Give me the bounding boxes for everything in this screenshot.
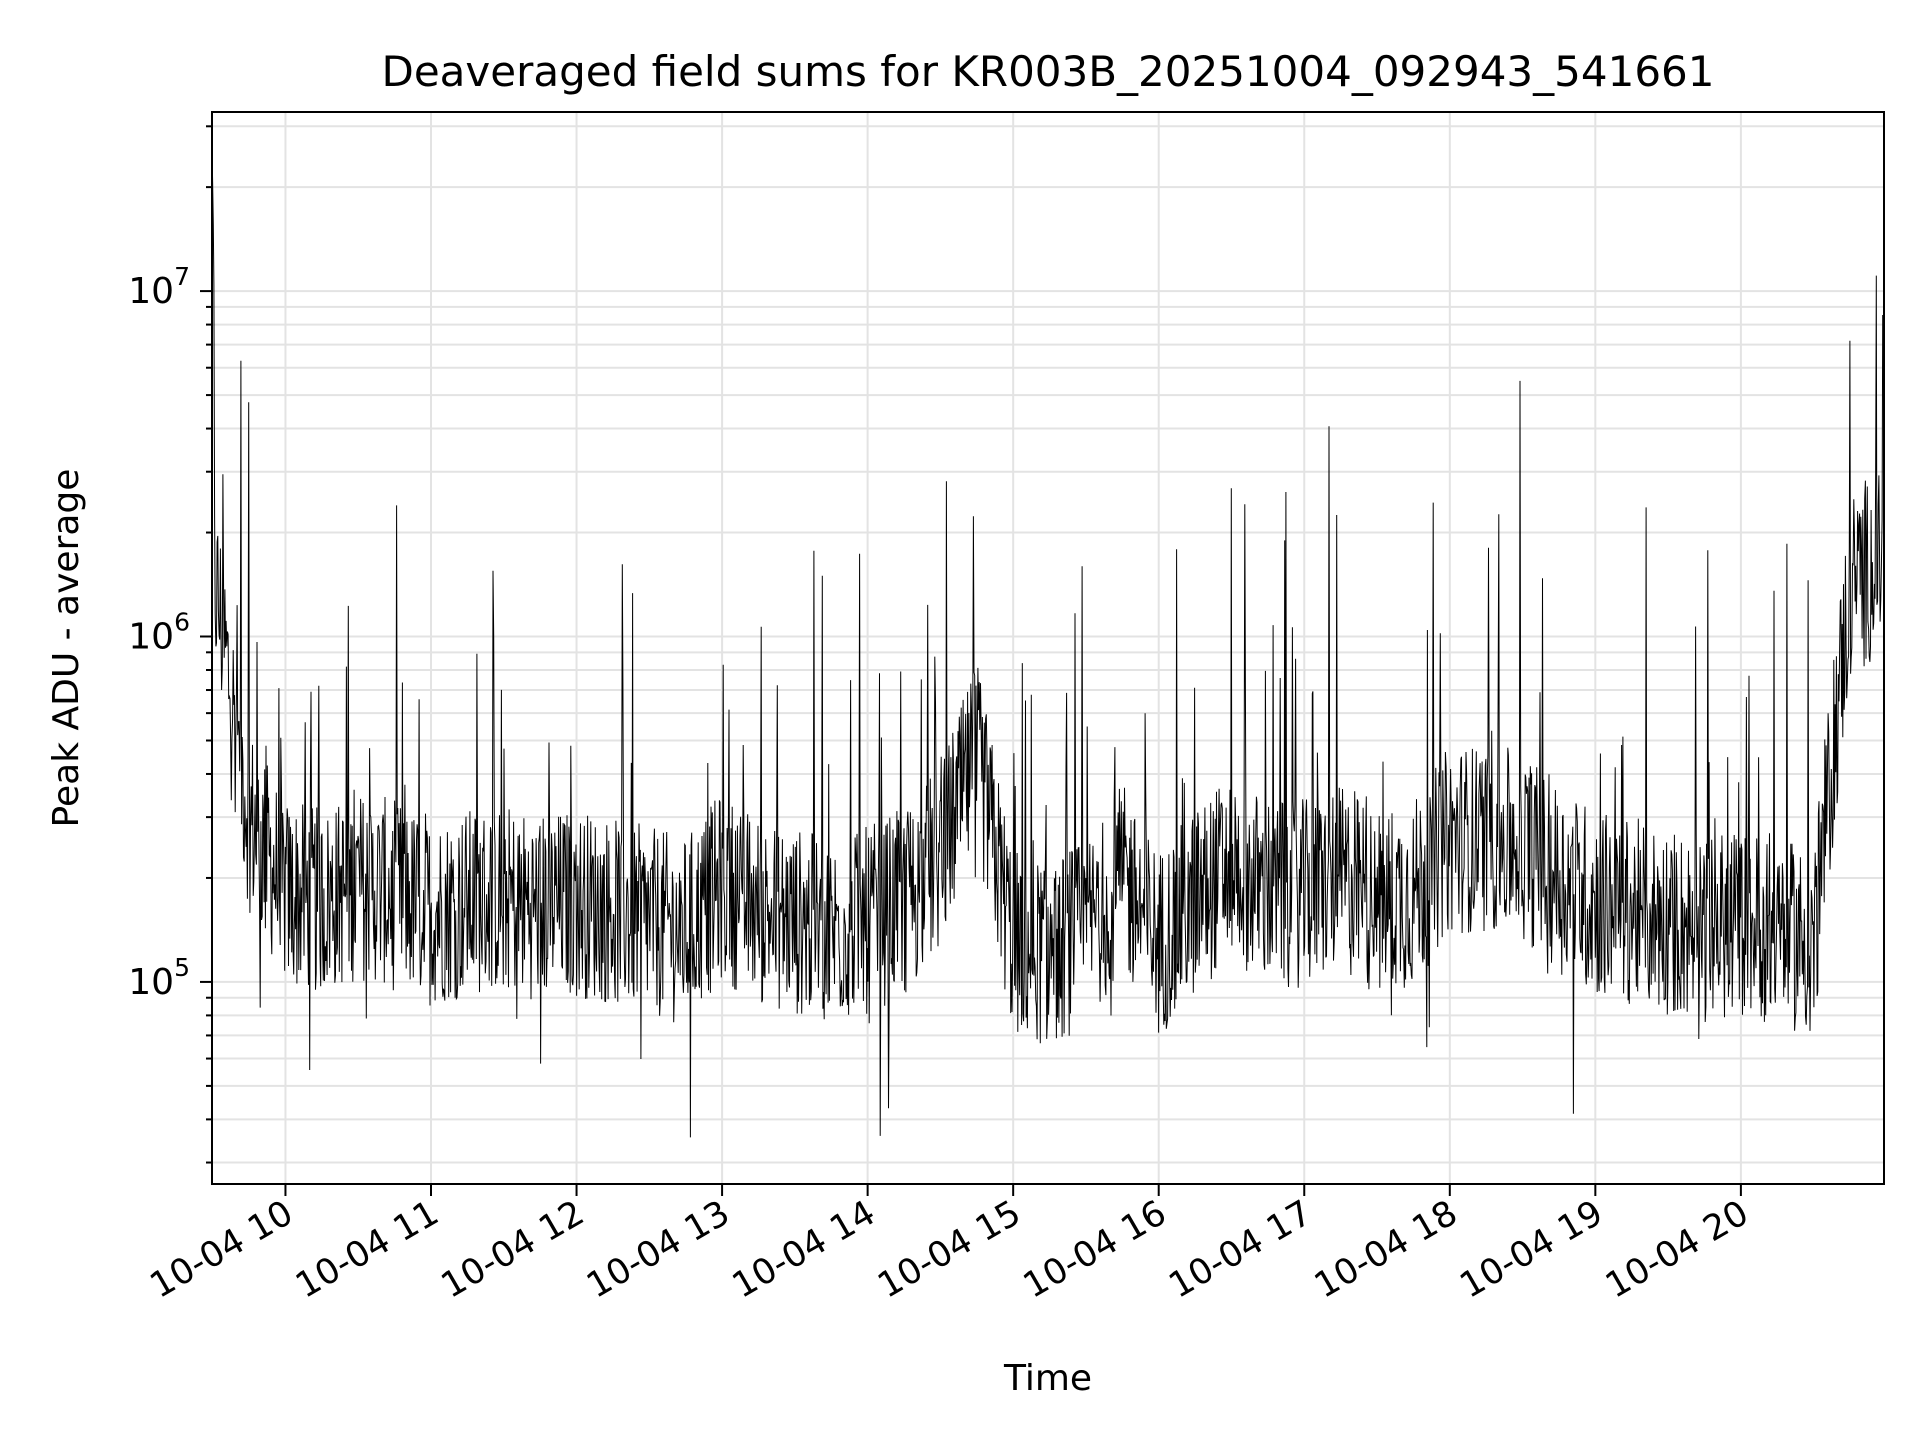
x-tick-label: 10-04 19 [1454,1193,1610,1306]
y-axis-label: Peak ADU - average [46,469,87,828]
x-tick-label: 10-04 14 [726,1193,882,1306]
x-tick-label: 10-04 16 [1017,1193,1173,1306]
y-tick-label: 105 [128,953,190,1003]
y-tick-label: 107 [128,262,190,312]
series-group [211,147,1884,1138]
y-tick-label: 106 [128,608,190,658]
series-line [211,147,1884,1138]
x-tick-label: 10-04 10 [144,1193,300,1306]
x-tick-label: 10-04 15 [871,1193,1027,1306]
plot-frame [211,111,1885,1185]
x-tick-label: 10-04 12 [435,1193,591,1306]
x-tick-label: 10-04 18 [1308,1193,1464,1306]
x-axis-label: Time [1003,1358,1092,1399]
grid-lines [212,112,1884,1184]
x-tick-label: 10-04 20 [1599,1193,1755,1306]
x-tick-label: 10-04 13 [580,1193,736,1306]
x-tick-label: 10-04 17 [1162,1193,1318,1306]
chart-title: Deaveraged field sums for KR003B_2025100… [382,47,1715,96]
x-tick-label: 10-04 11 [289,1193,445,1306]
